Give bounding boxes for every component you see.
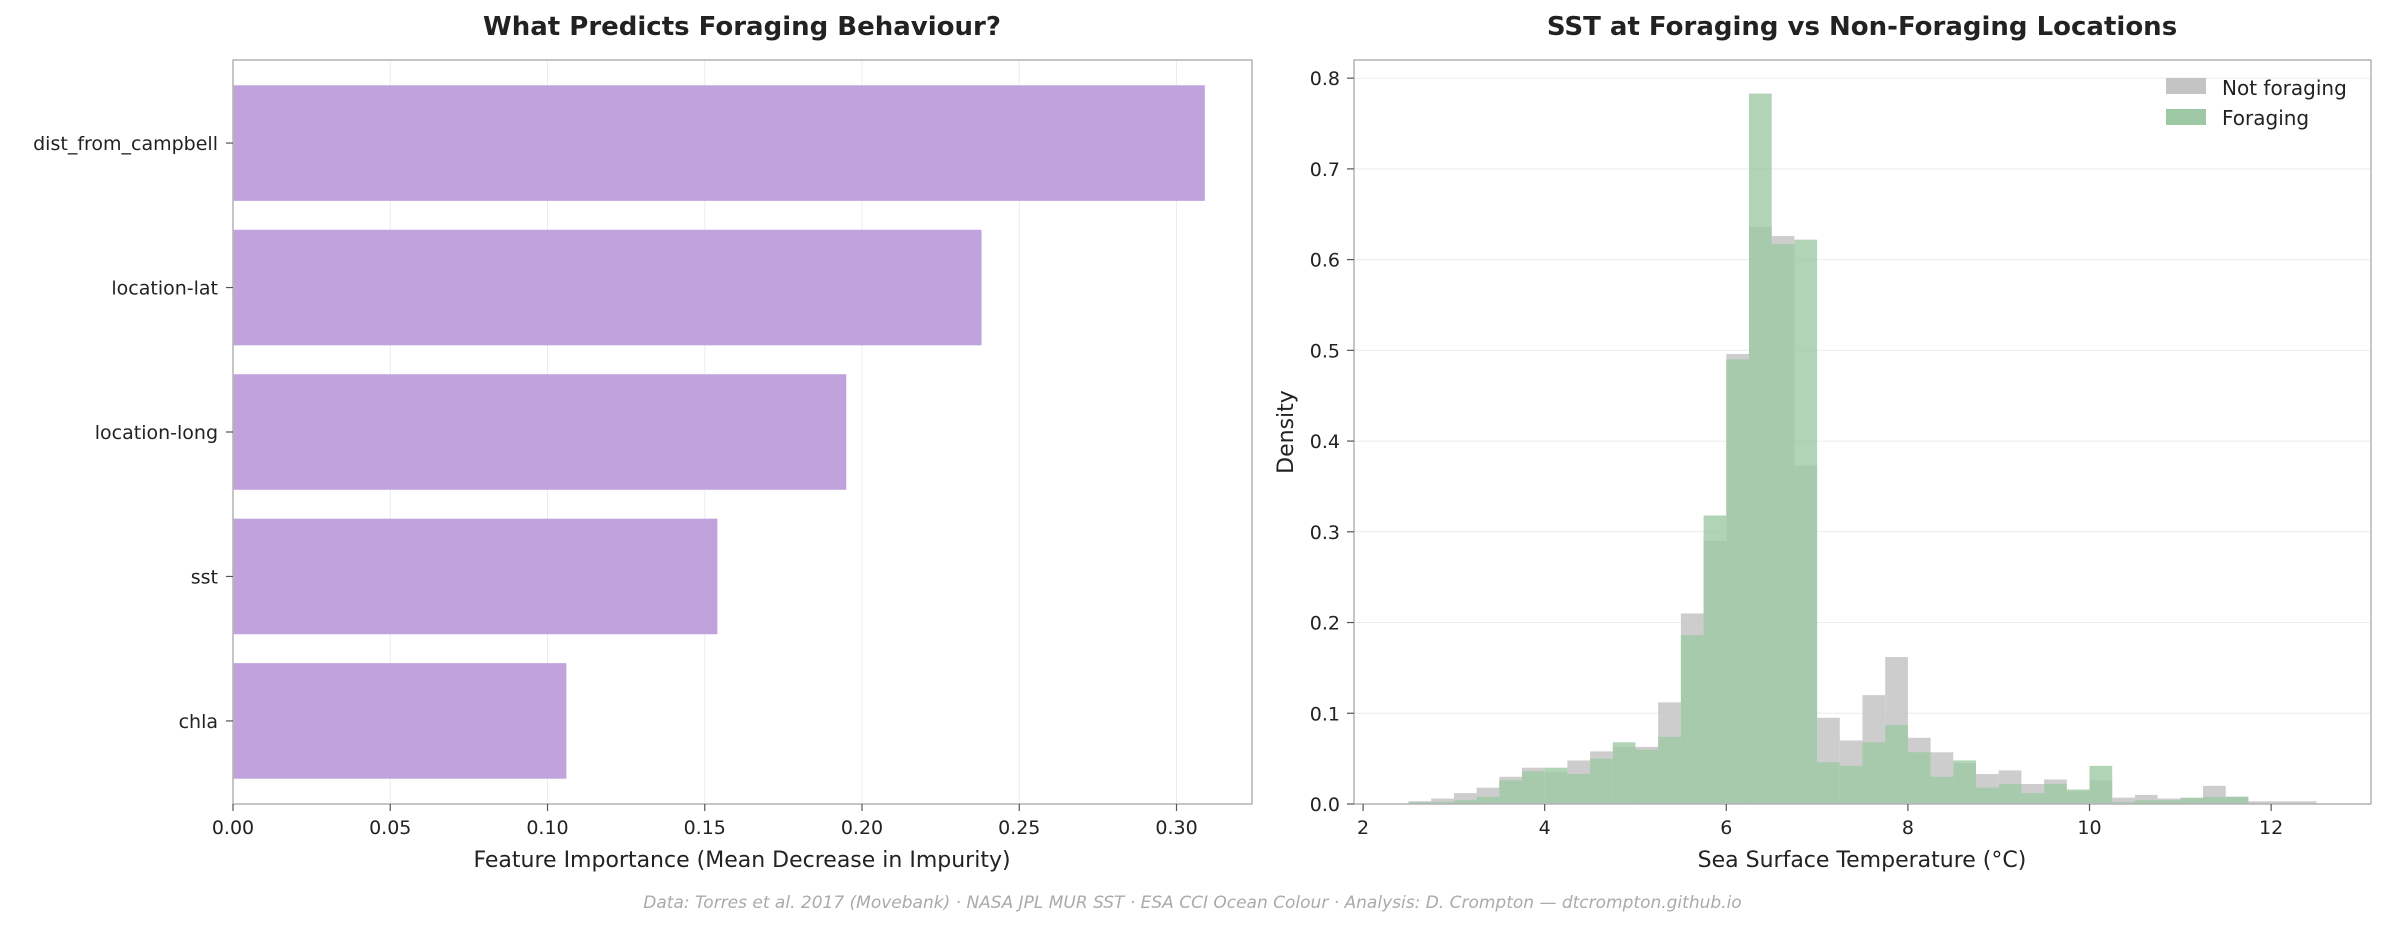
foraging-bin [1862, 742, 1886, 804]
right-axes-frame [1353, 59, 2372, 805]
legend-swatch-foraging [2166, 109, 2206, 125]
foraging-bin [1635, 749, 1659, 804]
right-y-tick-label: 0.2 [1310, 613, 1340, 635]
category-label: sst [191, 566, 218, 588]
foraging-bin [2021, 793, 2045, 804]
left-x-tick-label: 0.25 [998, 817, 1040, 839]
not-foraging-bin [2112, 797, 2135, 804]
right-y-tick-label: 0.1 [1310, 703, 1340, 725]
right-x-tick-label: 2 [1357, 817, 1369, 839]
left-x-tick-label: 0.30 [1155, 817, 1197, 839]
right-x-axis-label: Sea Surface Temperature (°C) [1698, 848, 2027, 873]
legend-label-not-foraging: Not foraging [2222, 76, 2347, 100]
foraging-bin [2112, 802, 2135, 804]
legend: Not foraging Foraging [2166, 76, 2347, 130]
left-chart-title: What Predicts Foraging Behaviour? [483, 12, 1001, 42]
foraging-bin [1976, 787, 1999, 804]
bar-sst [233, 518, 718, 635]
bar-chla [233, 663, 567, 779]
foraging-bin [2134, 800, 2158, 804]
foraging-bin [2157, 800, 2181, 804]
right-x-tick-label: 10 [2077, 817, 2101, 839]
foraging-bin [1726, 359, 1749, 804]
foraging-bin [1658, 736, 1681, 804]
foraging-bin [1612, 742, 1636, 804]
bar-location-lat [233, 229, 982, 346]
foraging-bin [1953, 760, 1977, 804]
right-y-tick-label: 0.6 [1310, 250, 1340, 272]
foraging-bin [1476, 796, 1500, 804]
right-gridlines [1354, 77, 2371, 714]
foraging-bin [2203, 796, 2226, 804]
right-y-tick-label: 0.5 [1310, 340, 1340, 362]
foraging-bin [1703, 515, 1727, 804]
right-y-axis-label: Density [1274, 390, 1299, 474]
foraging-bin [1453, 800, 1477, 804]
left-x-tick-label: 0.10 [526, 817, 568, 839]
sst-histogram-chart: 0.0 0.1 0.2 0.3 0.4 0.5 0.6 0.7 0.8 2 4 6 8 10 12 SST… [1274, 12, 2372, 873]
foraging-bin [1748, 93, 1772, 804]
not-foraging-bin [2271, 801, 2294, 804]
foraging-bin [2044, 784, 2067, 804]
not-foraging-bin [2248, 801, 2272, 804]
foraging-bin [1499, 780, 1522, 804]
left-y-tick-labels: dist_from_campbell location-lat location-l… [33, 133, 233, 733]
bar-dist_from_campbell [233, 85, 1205, 201]
foraging-bin [1544, 767, 1568, 804]
bar-location-long [233, 374, 847, 490]
left-x-tick-labels: 0.00 0.05 0.10 0.15 0.20 0.25 0.30 [212, 804, 1198, 839]
foraging-bin [1771, 244, 1795, 804]
left-x-tick-label: 0.00 [212, 817, 254, 839]
data-source-footer: Data: Torres et al. 2017 (Movebank) · NA… [643, 893, 1742, 913]
right-x-tick-label: 6 [1720, 817, 1732, 839]
category-label: dist_from_campbell [33, 133, 218, 155]
foraging-bin [1680, 635, 1704, 804]
right-y-tick-label: 0.0 [1310, 794, 1340, 816]
foraging-bin [1590, 758, 1613, 804]
legend-label-foraging: Foraging [2222, 106, 2309, 130]
right-x-tick-label: 4 [1539, 817, 1551, 839]
left-x-tick-label: 0.15 [684, 817, 726, 839]
right-y-tick-labels: 0.0 0.1 0.2 0.3 0.4 0.5 0.6 0.7 0.8 [1310, 68, 1354, 816]
foraging-bin [1930, 776, 1954, 804]
foraging-bin [1567, 774, 1591, 804]
right-y-tick-label: 0.4 [1310, 431, 1340, 453]
foraging-bin [1907, 752, 1931, 804]
right-chart-title: SST at Foraging vs Non-Foraging Location… [1547, 12, 2177, 42]
category-label: location-lat [111, 278, 218, 300]
foraging-bin [1794, 239, 1818, 804]
not-foraging-bin [1431, 798, 1454, 804]
foraging-bin [2089, 765, 2113, 804]
foraging-bin [1431, 802, 1454, 804]
foraging-bin [1408, 802, 1432, 804]
right-y-tick-label: 0.8 [1310, 68, 1340, 90]
left-bars [233, 85, 1205, 779]
right-y-tick-label: 0.7 [1310, 159, 1340, 181]
foraging-bin [2066, 789, 2090, 804]
not-foraging-bin [1453, 793, 1477, 804]
not-foraging-bin [2134, 794, 2158, 804]
foraging-bin [1521, 771, 1545, 804]
legend-swatch-not-foraging [2166, 78, 2206, 94]
left-x-tick-label: 0.05 [369, 817, 411, 839]
right-x-tick-label: 8 [1902, 817, 1914, 839]
feature-importance-chart: dist_from_campbell location-lat location-l… [33, 12, 1253, 873]
left-x-axis-label: Feature Importance (Mean Decrease in Imp… [473, 848, 1010, 873]
foraging-bin [1817, 762, 1840, 804]
not-foraging-bin [2293, 801, 2317, 804]
foraging-bin [1839, 765, 1863, 804]
foraging-bars [1408, 93, 2249, 804]
right-x-tick-labels: 2 4 6 8 10 12 [1357, 804, 2283, 839]
foraging-bin [2180, 797, 2204, 804]
foraging-bin [1998, 784, 2022, 804]
right-y-tick-label: 0.3 [1310, 522, 1340, 544]
right-x-tick-label: 12 [2259, 817, 2283, 839]
foraging-bin [1885, 725, 1908, 804]
category-label: chla [179, 711, 218, 733]
left-x-tick-label: 0.20 [841, 817, 883, 839]
not-foraging-bars [1408, 226, 2317, 804]
foraging-bin [2225, 796, 2249, 804]
category-label: location-long [95, 422, 218, 444]
